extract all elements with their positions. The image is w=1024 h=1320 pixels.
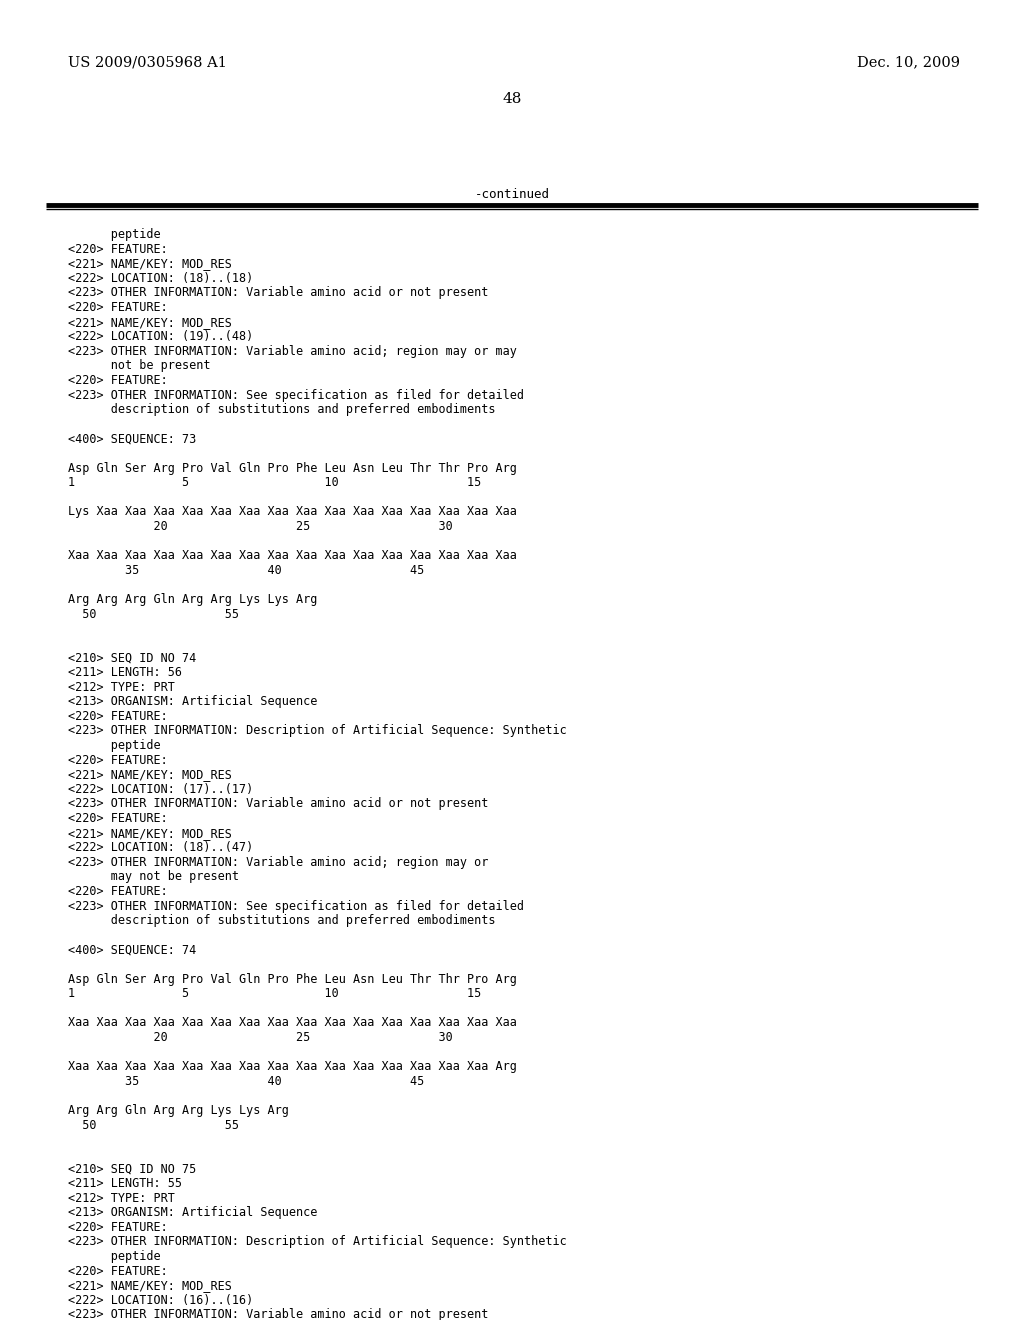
Text: <220> FEATURE:: <220> FEATURE: xyxy=(68,1265,168,1278)
Text: Xaa Xaa Xaa Xaa Xaa Xaa Xaa Xaa Xaa Xaa Xaa Xaa Xaa Xaa Xaa Xaa: Xaa Xaa Xaa Xaa Xaa Xaa Xaa Xaa Xaa Xaa … xyxy=(68,1016,517,1030)
Text: <220> FEATURE:: <220> FEATURE: xyxy=(68,1221,168,1234)
Text: may not be present: may not be present xyxy=(68,870,239,883)
Text: peptide: peptide xyxy=(68,228,161,242)
Text: Asp Gln Ser Arg Pro Val Gln Pro Phe Leu Asn Leu Thr Thr Pro Arg: Asp Gln Ser Arg Pro Val Gln Pro Phe Leu … xyxy=(68,462,517,475)
Text: description of substitutions and preferred embodiments: description of substitutions and preferr… xyxy=(68,403,496,416)
Text: <221> NAME/KEY: MOD_RES: <221> NAME/KEY: MOD_RES xyxy=(68,315,231,329)
Text: 20                  25                  30: 20 25 30 xyxy=(68,1031,453,1044)
Text: 50                  55: 50 55 xyxy=(68,607,239,620)
Text: <223> OTHER INFORMATION: Variable amino acid or not present: <223> OTHER INFORMATION: Variable amino … xyxy=(68,797,488,810)
Text: <220> FEATURE:: <220> FEATURE: xyxy=(68,301,168,314)
Text: <400> SEQUENCE: 74: <400> SEQUENCE: 74 xyxy=(68,944,197,957)
Text: 48: 48 xyxy=(503,92,521,106)
Text: <221> NAME/KEY: MOD_RES: <221> NAME/KEY: MOD_RES xyxy=(68,1279,231,1292)
Text: <212> TYPE: PRT: <212> TYPE: PRT xyxy=(68,1192,175,1205)
Text: <221> NAME/KEY: MOD_RES: <221> NAME/KEY: MOD_RES xyxy=(68,826,231,840)
Text: 20                  25                  30: 20 25 30 xyxy=(68,520,453,533)
Text: description of substitutions and preferred embodiments: description of substitutions and preferr… xyxy=(68,915,496,927)
Text: <221> NAME/KEY: MOD_RES: <221> NAME/KEY: MOD_RES xyxy=(68,257,231,271)
Text: <221> NAME/KEY: MOD_RES: <221> NAME/KEY: MOD_RES xyxy=(68,768,231,781)
Text: 50                  55: 50 55 xyxy=(68,1118,239,1131)
Text: 35                  40                  45: 35 40 45 xyxy=(68,1074,424,1088)
Text: <220> FEATURE:: <220> FEATURE: xyxy=(68,884,168,898)
Text: Arg Arg Arg Gln Arg Arg Lys Lys Arg: Arg Arg Arg Gln Arg Arg Lys Lys Arg xyxy=(68,593,317,606)
Text: Xaa Xaa Xaa Xaa Xaa Xaa Xaa Xaa Xaa Xaa Xaa Xaa Xaa Xaa Xaa Arg: Xaa Xaa Xaa Xaa Xaa Xaa Xaa Xaa Xaa Xaa … xyxy=(68,1060,517,1073)
Text: <222> LOCATION: (18)..(18): <222> LOCATION: (18)..(18) xyxy=(68,272,253,285)
Text: <213> ORGANISM: Artificial Sequence: <213> ORGANISM: Artificial Sequence xyxy=(68,696,317,709)
Text: <220> FEATURE:: <220> FEATURE: xyxy=(68,754,168,767)
Text: Lys Xaa Xaa Xaa Xaa Xaa Xaa Xaa Xaa Xaa Xaa Xaa Xaa Xaa Xaa Xaa: Lys Xaa Xaa Xaa Xaa Xaa Xaa Xaa Xaa Xaa … xyxy=(68,506,517,519)
Text: Dec. 10, 2009: Dec. 10, 2009 xyxy=(857,55,961,69)
Text: <211> LENGTH: 56: <211> LENGTH: 56 xyxy=(68,667,182,678)
Text: <223> OTHER INFORMATION: See specification as filed for detailed: <223> OTHER INFORMATION: See specificati… xyxy=(68,388,524,401)
Text: Xaa Xaa Xaa Xaa Xaa Xaa Xaa Xaa Xaa Xaa Xaa Xaa Xaa Xaa Xaa Xaa: Xaa Xaa Xaa Xaa Xaa Xaa Xaa Xaa Xaa Xaa … xyxy=(68,549,517,562)
Text: <223> OTHER INFORMATION: Variable amino acid or not present: <223> OTHER INFORMATION: Variable amino … xyxy=(68,286,488,300)
Text: <400> SEQUENCE: 73: <400> SEQUENCE: 73 xyxy=(68,433,197,445)
Text: <210> SEQ ID NO 75: <210> SEQ ID NO 75 xyxy=(68,1163,197,1175)
Text: <223> OTHER INFORMATION: Variable amino acid; region may or: <223> OTHER INFORMATION: Variable amino … xyxy=(68,855,488,869)
Text: <211> LENGTH: 55: <211> LENGTH: 55 xyxy=(68,1177,182,1191)
Text: <220> FEATURE:: <220> FEATURE: xyxy=(68,812,168,825)
Text: 35                  40                  45: 35 40 45 xyxy=(68,564,424,577)
Text: <210> SEQ ID NO 74: <210> SEQ ID NO 74 xyxy=(68,651,197,664)
Text: <212> TYPE: PRT: <212> TYPE: PRT xyxy=(68,681,175,693)
Text: <222> LOCATION: (16)..(16): <222> LOCATION: (16)..(16) xyxy=(68,1294,253,1307)
Text: <223> OTHER INFORMATION: Description of Artificial Sequence: Synthetic: <223> OTHER INFORMATION: Description of … xyxy=(68,1236,566,1249)
Text: <223> OTHER INFORMATION: See specification as filed for detailed: <223> OTHER INFORMATION: See specificati… xyxy=(68,900,524,912)
Text: <220> FEATURE:: <220> FEATURE: xyxy=(68,374,168,387)
Text: not be present: not be present xyxy=(68,359,211,372)
Text: <220> FEATURE:: <220> FEATURE: xyxy=(68,243,168,256)
Text: <222> LOCATION: (17)..(17): <222> LOCATION: (17)..(17) xyxy=(68,783,253,796)
Text: peptide: peptide xyxy=(68,739,161,752)
Text: -continued: -continued xyxy=(474,187,550,201)
Text: <213> ORGANISM: Artificial Sequence: <213> ORGANISM: Artificial Sequence xyxy=(68,1206,317,1220)
Text: Asp Gln Ser Arg Pro Val Gln Pro Phe Leu Asn Leu Thr Thr Pro Arg: Asp Gln Ser Arg Pro Val Gln Pro Phe Leu … xyxy=(68,973,517,986)
Text: <223> OTHER INFORMATION: Variable amino acid or not present: <223> OTHER INFORMATION: Variable amino … xyxy=(68,1308,488,1320)
Text: US 2009/0305968 A1: US 2009/0305968 A1 xyxy=(68,55,227,69)
Text: <222> LOCATION: (19)..(48): <222> LOCATION: (19)..(48) xyxy=(68,330,253,343)
Text: <222> LOCATION: (18)..(47): <222> LOCATION: (18)..(47) xyxy=(68,841,253,854)
Text: <223> OTHER INFORMATION: Variable amino acid; region may or may: <223> OTHER INFORMATION: Variable amino … xyxy=(68,345,517,358)
Text: <220> FEATURE:: <220> FEATURE: xyxy=(68,710,168,723)
Text: Arg Arg Gln Arg Arg Lys Lys Arg: Arg Arg Gln Arg Arg Lys Lys Arg xyxy=(68,1104,289,1117)
Text: <223> OTHER INFORMATION: Description of Artificial Sequence: Synthetic: <223> OTHER INFORMATION: Description of … xyxy=(68,725,566,738)
Text: 1               5                   10                  15: 1 5 10 15 xyxy=(68,477,481,490)
Text: 1               5                   10                  15: 1 5 10 15 xyxy=(68,987,481,1001)
Text: peptide: peptide xyxy=(68,1250,161,1263)
